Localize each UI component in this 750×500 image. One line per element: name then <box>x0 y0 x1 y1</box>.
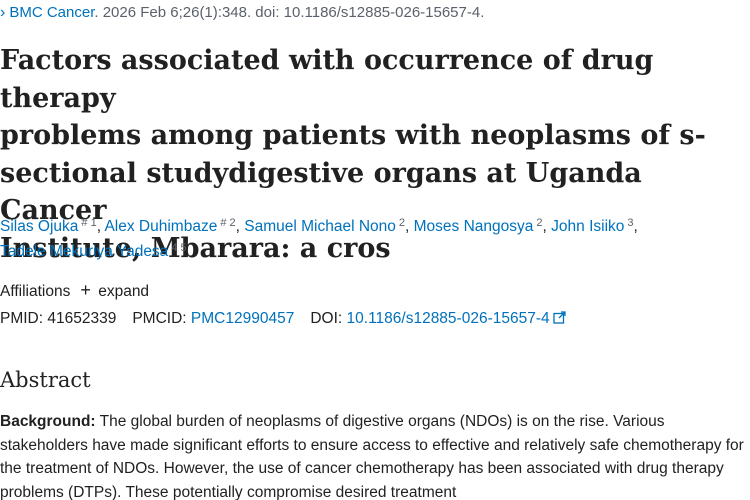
pmid-label: PMID: <box>0 310 44 327</box>
affiliations-label: Affiliations <box>0 283 71 300</box>
author-link[interactable]: John Isiiko <box>551 218 625 235</box>
doi-link[interactable]: 10.1186/s12885-026-15657-4 <box>347 310 566 327</box>
author-affiliation-sup[interactable]: 2 <box>398 217 406 229</box>
external-link-icon <box>552 309 566 331</box>
author-separator: , <box>96 218 105 235</box>
author-affiliation-sup[interactable]: 3 <box>627 217 634 229</box>
title-line-3: sectional studydigestive organs at Ugand… <box>0 157 642 227</box>
article-title: Factors associated with occurrence of dr… <box>0 42 745 267</box>
background-label: Background: <box>0 413 96 430</box>
author-affiliation-sup[interactable]: # 1 <box>81 217 97 229</box>
journal-link[interactable]: BMC Cancer <box>9 4 95 21</box>
author-affiliation-sup[interactable]: 2 <box>536 217 543 229</box>
pmid-value: 41652339 <box>47 310 117 327</box>
chevron-right-icon[interactable]: › <box>0 4 6 21</box>
background-text: The global burden of neoplasms of digest… <box>0 413 744 500</box>
author-list: Silas Ojuka # 1, Alex Duhimbaze # 2, Samue… <box>0 214 748 264</box>
title-line-4: Institute, Mbarara: a cros <box>0 232 391 264</box>
author-link[interactable]: Samuel Michael Nono <box>244 218 396 235</box>
author-link[interactable]: Silas Ojuka <box>0 218 79 235</box>
author-separator: , <box>542 218 552 235</box>
author-separator: , <box>633 218 638 235</box>
author-separator: , <box>235 218 245 235</box>
expand-label: expand <box>98 283 150 300</box>
citation-details: . 2026 Feb 6;26(1):348. doi: 10.1186/s12… <box>94 4 485 21</box>
title-line-2: problems among patients with neoplasms o… <box>0 120 706 151</box>
abstract-background: Background: The global burden of neoplas… <box>0 410 748 500</box>
expand-affiliations-button[interactable]: + expand <box>80 280 150 300</box>
doi-label: DOI: <box>310 310 343 327</box>
pmcid-label: PMCID: <box>132 310 187 327</box>
plus-icon: + <box>80 280 91 300</box>
title-line-1: Factors associated with occurrence of dr… <box>0 45 654 114</box>
author-affiliation-sup[interactable]: # 2 <box>220 217 236 229</box>
author-link[interactable]: Alex Duhimbaze <box>104 218 218 235</box>
citation-line: › BMC Cancer. 2026 Feb 6;26(1):348. doi: … <box>0 3 484 23</box>
doi-value: 10.1186/s12885-026-15657-4 <box>346 310 550 327</box>
abstract-heading: Abstract <box>0 368 91 392</box>
author-link[interactable]: Tadele Mekuriya Yadesa <box>0 243 169 260</box>
author-affiliation-sup[interactable]: 4 5 <box>171 242 187 254</box>
affiliations-row: Affiliations + expand <box>0 279 149 303</box>
author-link[interactable]: Moses Nangosya <box>413 218 534 235</box>
author-separator: , <box>405 218 414 235</box>
identifiers-row: PMID: 41652339 PMCID: PMC12990457 DOI: 10.… <box>0 308 566 331</box>
pmcid-link[interactable]: PMC12990457 <box>190 310 295 327</box>
